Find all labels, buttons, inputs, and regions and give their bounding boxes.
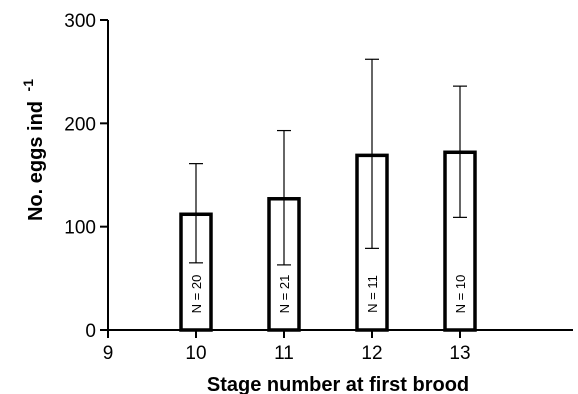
x-tick-label: 13 [449, 343, 470, 364]
x-tick-label: 12 [361, 343, 382, 364]
y-tick-label: 0 [85, 321, 96, 342]
axes: 0 100 200 300 9 10 11 12 13 [64, 11, 573, 364]
y-tick-label: 200 [64, 114, 96, 135]
n-label: N = 20 [189, 275, 204, 314]
x-tick-label: 11 [274, 343, 294, 364]
x-tick-label: 10 [185, 343, 206, 364]
y-axis-title-main: No. eggs ind [25, 101, 47, 221]
x-axis-title: Stage number at first brood [207, 374, 469, 394]
n-label: N = 10 [453, 275, 468, 314]
bar [443, 150, 477, 332]
y-axis-title: No. eggs ind -1 [20, 79, 47, 221]
y-tick-label: 300 [64, 11, 96, 32]
n-label: N = 11 [365, 275, 380, 313]
bars: N = 20 N = 21 N = 11 N = 10 [179, 58, 477, 332]
axis-labels: Stage number at first brood No. eggs ind… [20, 79, 469, 394]
n-label: N = 21 [277, 275, 292, 314]
x-tick-label: 9 [103, 343, 114, 364]
y-tick-label: 100 [64, 218, 96, 239]
y-axis-title-superscript: -1 [20, 79, 36, 92]
